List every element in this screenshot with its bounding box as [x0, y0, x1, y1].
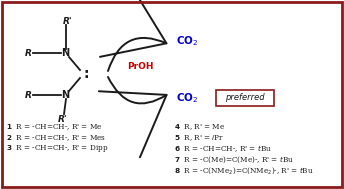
Text: R: R: [24, 91, 31, 99]
Text: R: R: [24, 49, 31, 57]
Text: preferred: preferred: [225, 94, 265, 102]
Text: $\mathbf{7}$  R = -C(Me)=C(Me)-, R' = $t$Bu: $\mathbf{7}$ R = -C(Me)=C(Me)-, R' = $t$…: [174, 155, 294, 165]
Text: N: N: [61, 90, 69, 100]
Text: CO$_2$: CO$_2$: [176, 91, 198, 105]
Text: :: :: [83, 67, 89, 81]
Text: PrOH: PrOH: [127, 62, 153, 71]
Text: $\mathbf{6}$  R = -CH=CH-, R' = $t$Bu: $\mathbf{6}$ R = -CH=CH-, R' = $t$Bu: [174, 144, 272, 154]
Text: $\mathbf{8}$  R = -C(NMe$_2$)=C(NMe$_2$)-, R' = $t$Bu: $\mathbf{8}$ R = -C(NMe$_2$)=C(NMe$_2$)-…: [174, 166, 314, 176]
Text: $\mathbf{4}$  R, R' = Me: $\mathbf{4}$ R, R' = Me: [174, 122, 225, 132]
Text: CO$_2$: CO$_2$: [176, 34, 198, 48]
Text: $\mathbf{5}$  R, R' = $i$Pr: $\mathbf{5}$ R, R' = $i$Pr: [174, 133, 224, 143]
Text: R': R': [58, 115, 68, 123]
Text: $\mathbf{3}$  R = -CH=CH-, R' = Dipp: $\mathbf{3}$ R = -CH=CH-, R' = Dipp: [6, 143, 108, 154]
Text: R': R': [63, 16, 73, 26]
FancyArrowPatch shape: [100, 0, 166, 71]
Text: N: N: [61, 48, 69, 58]
Text: $\mathbf{1}$  R = -CH=CH-, R' = Me: $\mathbf{1}$ R = -CH=CH-, R' = Me: [6, 122, 103, 132]
Text: $\mathbf{2}$  R = -CH=CH-, R' = Mes: $\mathbf{2}$ R = -CH=CH-, R' = Mes: [6, 133, 106, 143]
FancyArrowPatch shape: [99, 77, 166, 157]
